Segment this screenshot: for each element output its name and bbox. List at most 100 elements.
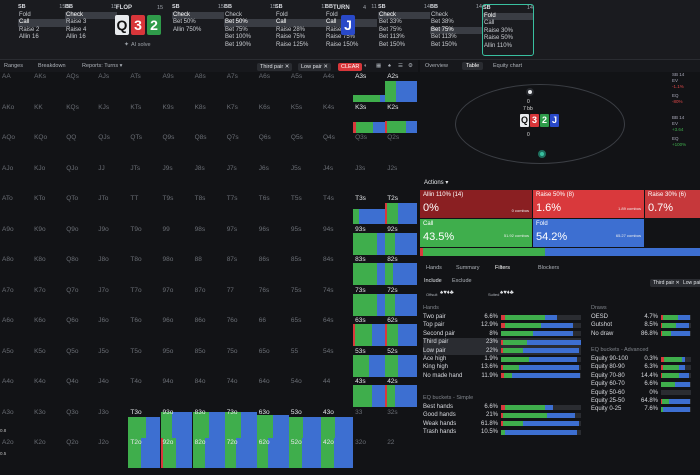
hand-cell[interactable]: 76o xyxy=(225,316,257,346)
hand-cell[interactable]: A9s xyxy=(161,72,193,102)
hand-cell[interactable]: Q2s xyxy=(385,133,417,163)
action-call[interactable]: Call 43.5% 51.92 combos xyxy=(420,219,532,247)
hand-cell[interactable]: K4o xyxy=(32,377,64,407)
hand-cell[interactable]: 44 xyxy=(321,377,353,407)
hand-cell[interactable]: AJo xyxy=(0,164,32,194)
action-option[interactable]: Allin 750% xyxy=(173,26,202,33)
hand-cell[interactable]: 83s xyxy=(353,255,386,285)
hand-cell[interactable]: JTo xyxy=(96,194,128,224)
hand-cell[interactable]: AJs xyxy=(96,72,128,102)
action-option[interactable]: Raise 3 xyxy=(66,19,87,26)
exclude-toggle[interactable]: Exclude xyxy=(452,278,472,284)
hand-cell[interactable]: 43s xyxy=(353,377,386,407)
hand-cell[interactable]: 82s xyxy=(385,255,418,285)
hand-cell[interactable]: 95o xyxy=(161,347,193,377)
hand-cell[interactable]: A2o xyxy=(0,438,32,468)
action-allin[interactable]: Allin 110% (14) 0% 0 combos xyxy=(420,190,532,218)
hand-cell[interactable]: 72o xyxy=(224,438,257,468)
action-option[interactable]: Fold xyxy=(276,11,288,18)
hand-cell[interactable]: 42o xyxy=(321,438,353,468)
hand-cell[interactable]: Q4o xyxy=(64,377,96,407)
hand-cell[interactable]: J5s xyxy=(289,164,321,194)
hand-cell[interactable]: 82o xyxy=(192,438,225,468)
action-option[interactable]: Raise 30% xyxy=(484,27,514,34)
hand-cell[interactable]: 85o xyxy=(193,347,225,377)
filter-row[interactable]: Top pair 12.9% xyxy=(423,321,581,329)
filter-row[interactable]: Equity 50-60 0% xyxy=(591,389,691,397)
filter-row[interactable]: Third pair 23% xyxy=(423,338,581,347)
hand-cell[interactable]: T6o xyxy=(128,316,160,346)
hand-cell[interactable]: J9s xyxy=(161,164,193,194)
include-toggle[interactable]: Include xyxy=(424,278,442,284)
hand-cell[interactable]: 52o xyxy=(288,438,321,468)
hand-cell[interactable]: 75s xyxy=(289,286,321,316)
filter-row[interactable]: Gutshot 8.5% xyxy=(591,321,691,329)
hand-cell[interactable]: Q6o xyxy=(64,316,96,346)
hand-cell[interactable]: 54s xyxy=(321,347,353,377)
toggle-icon[interactable]: ◐ xyxy=(364,63,368,69)
tab-overview[interactable]: Overview xyxy=(425,63,448,69)
hand-cell[interactable]: AKo xyxy=(0,103,32,133)
tab-summary[interactable]: Summary xyxy=(456,265,480,271)
hand-cell[interactable]: J2o xyxy=(96,438,128,468)
filter-row[interactable]: Ace high 1.9% xyxy=(423,355,581,363)
hand-cell[interactable]: A5o xyxy=(0,347,32,377)
filter-row[interactable]: Best hands 6.6% xyxy=(423,403,581,411)
hand-cell[interactable]: J6s xyxy=(257,164,289,194)
action-option[interactable]: Raise 150% xyxy=(326,41,359,48)
hand-cell[interactable]: 86o xyxy=(193,316,225,346)
action-option[interactable]: Raise 28% xyxy=(276,26,306,33)
hand-cell[interactable]: KJo xyxy=(32,164,64,194)
hand-cell[interactable]: Q8s xyxy=(193,133,225,163)
hand-cell[interactable]: T4s xyxy=(321,194,353,224)
hand-cell[interactable]: 55 xyxy=(289,347,321,377)
action-option[interactable]: Raise 2 xyxy=(19,26,40,33)
hand-cell[interactable]: 65o xyxy=(257,347,289,377)
hand-cell[interactable]: Q5o xyxy=(64,347,96,377)
hand-cell[interactable]: 73o xyxy=(224,408,257,438)
action-option[interactable]: Bet 38% xyxy=(431,19,454,26)
hand-cell[interactable]: T3s xyxy=(353,194,386,224)
hand-cell[interactable]: Q7o xyxy=(64,286,96,316)
hand-cell[interactable]: 96o xyxy=(161,316,193,346)
hand-cell[interactable]: 73s xyxy=(353,286,386,316)
hand-cell[interactable]: 84o xyxy=(193,377,225,407)
action-option[interactable]: Raise 75% xyxy=(326,34,356,41)
hand-cell[interactable]: Q2o xyxy=(64,438,96,468)
hand-cell[interactable]: A2s xyxy=(385,72,418,102)
hand-cell[interactable]: J7s xyxy=(225,164,257,194)
hand-cell[interactable]: A9o xyxy=(0,225,32,255)
action-raise-50[interactable]: Raise 50% (8) 1.6% 1.89 combos xyxy=(533,190,644,218)
hand-cell[interactable]: T2s xyxy=(385,194,418,224)
clear-button[interactable]: CLEAR xyxy=(338,63,363,71)
hand-cell[interactable]: 96s xyxy=(257,225,289,255)
hand-cell[interactable]: KTo xyxy=(32,194,64,224)
hand-cell[interactable]: 53s xyxy=(353,347,386,377)
action-option[interactable]: Bet 33% xyxy=(379,19,402,26)
tab-filters[interactable]: Filters xyxy=(495,265,510,271)
hand-cell[interactable]: 94o xyxy=(161,377,193,407)
hand-cell[interactable]: T3o xyxy=(128,408,161,438)
action-fold[interactable]: Fold 54.2% 65.27 combos xyxy=(533,219,644,247)
action-option[interactable]: Raise 50% xyxy=(484,35,514,42)
settings-icon[interactable]: ⚙ xyxy=(408,63,413,69)
hand-cell[interactable]: 93s xyxy=(353,225,386,255)
hand-cell[interactable]: 53o xyxy=(288,408,321,438)
hand-cell[interactable]: K3o xyxy=(32,408,64,438)
hand-cell[interactable]: 86s xyxy=(257,255,289,285)
hand-cell[interactable]: 77 xyxy=(225,286,257,316)
hand-cell[interactable]: QTs xyxy=(128,133,160,163)
hand-cell[interactable]: KQo xyxy=(32,133,64,163)
hand-cell[interactable]: 42s xyxy=(385,377,418,407)
hand-cell[interactable]: 22 xyxy=(385,438,417,468)
action-option[interactable]: Bet 50% xyxy=(173,19,196,26)
hand-cell[interactable]: 76s xyxy=(257,286,289,316)
hand-cell[interactable]: 72s xyxy=(385,286,418,316)
hand-cell[interactable]: 62s xyxy=(385,316,418,346)
hand-cell[interactable]: KK xyxy=(32,103,64,133)
hand-cell[interactable]: K3s xyxy=(353,103,386,133)
hand-cell[interactable]: Q9s xyxy=(161,133,193,163)
hand-cell[interactable]: 65s xyxy=(289,316,321,346)
hand-cell[interactable]: 94s xyxy=(321,225,353,255)
hand-cell[interactable]: 98o xyxy=(161,255,193,285)
